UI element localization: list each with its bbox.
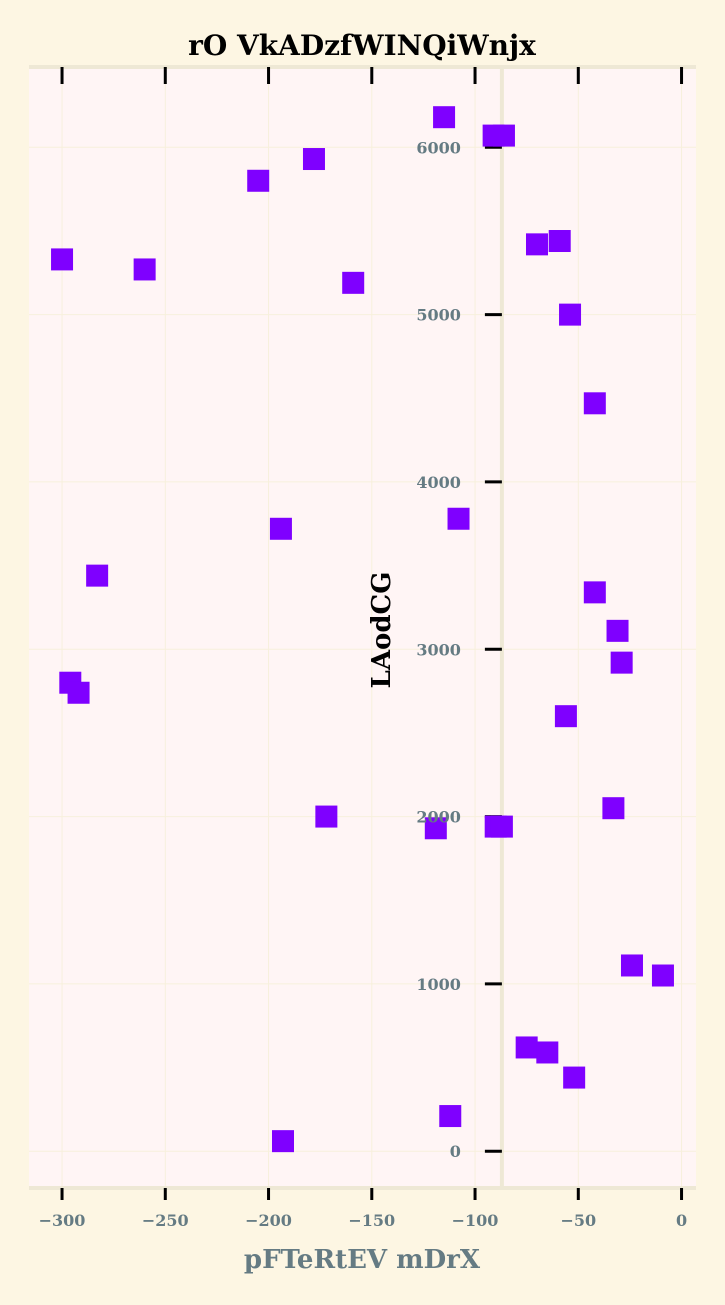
data-point: [447, 507, 470, 530]
data-point: [342, 271, 365, 294]
data-point: [548, 230, 571, 253]
data-point: [439, 1105, 462, 1128]
data-point: [433, 106, 456, 129]
data-point: [602, 797, 625, 820]
x-tick-label: −300: [39, 1211, 86, 1230]
data-point: [133, 258, 156, 281]
data-point: [302, 148, 325, 171]
y-tick-label: 0: [450, 1142, 461, 1161]
data-point: [269, 517, 292, 540]
data-point: [424, 817, 447, 840]
x-tick-label: −50: [560, 1211, 596, 1230]
data-point: [515, 1036, 538, 1059]
data-point: [610, 651, 633, 674]
data-point: [651, 964, 674, 987]
x-tick-label: −200: [245, 1211, 292, 1230]
data-point: [51, 248, 74, 271]
data-point: [536, 1041, 559, 1064]
chart-title: rO VkADzfWINQiWnjx: [188, 29, 536, 62]
tick-labels: −300 −250 −200 −150 −100 −50 0 0 1000 2000 3000 400…: [39, 138, 687, 1230]
data-point: [525, 233, 548, 256]
data-point: [315, 805, 338, 828]
y-tick-label: 4000: [416, 473, 461, 492]
data-point: [67, 681, 90, 704]
data-point: [563, 1066, 586, 1089]
y-tick-label: 3000: [416, 640, 461, 659]
data-point: [490, 815, 513, 838]
data-points: [51, 106, 674, 1153]
grid-lines: [29, 67, 696, 1188]
data-point: [554, 705, 577, 728]
data-point: [583, 392, 606, 415]
y-tick-label: 6000: [416, 138, 461, 157]
y-axis-label: LAodCG: [367, 572, 397, 689]
data-point: [247, 169, 270, 192]
tick-marks: [60, 67, 684, 1200]
x-tick-label: −150: [348, 1211, 395, 1230]
x-tick-label: 0: [676, 1211, 687, 1230]
y-tick-label: 5000: [416, 306, 461, 325]
axis-frame: [29, 65, 696, 1190]
data-point: [86, 564, 109, 587]
x-tick-label: −100: [452, 1211, 499, 1230]
x-tick-label: −250: [142, 1211, 189, 1230]
data-point: [583, 581, 606, 604]
data-point: [271, 1130, 294, 1153]
x-axis-label: pFTeRtEV mDrX: [244, 1245, 481, 1275]
data-point: [559, 303, 582, 326]
y-tick-label: 2000: [416, 808, 461, 827]
y-tick-label: 1000: [416, 975, 461, 994]
data-point: [606, 619, 629, 642]
data-point: [492, 124, 515, 147]
plot-area: [29, 67, 696, 1188]
data-point: [620, 954, 643, 977]
